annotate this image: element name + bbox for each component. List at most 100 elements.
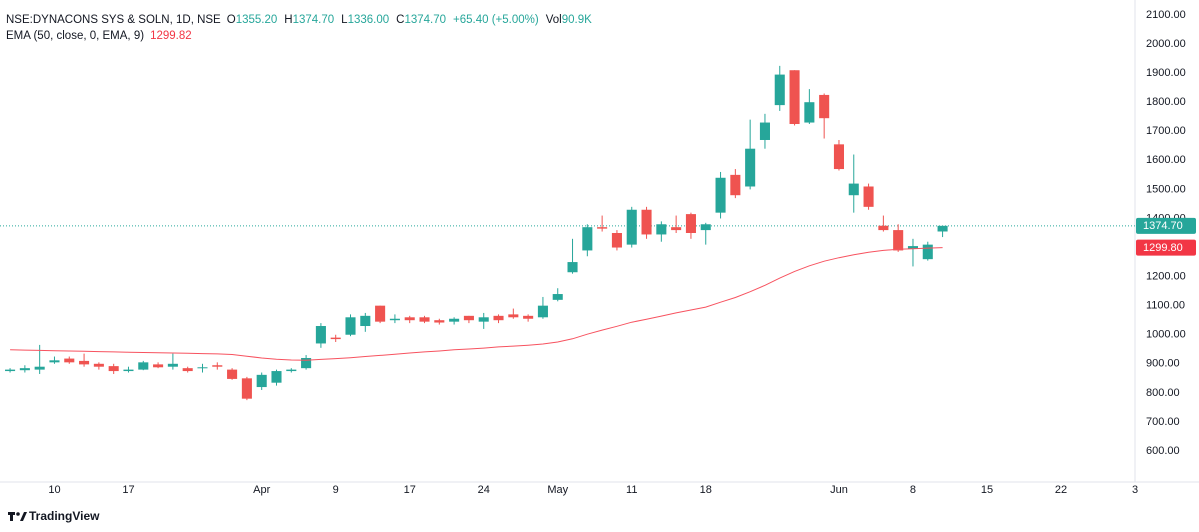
candle-body	[138, 362, 149, 370]
ohlc-value: 1336.00	[347, 14, 390, 26]
candle-body	[182, 368, 193, 372]
candle-body	[360, 315, 371, 327]
candle-body	[804, 102, 815, 123]
candle-body	[301, 357, 312, 369]
y-tick-label: 1800.00	[1146, 96, 1186, 108]
ohlc-label: O	[226, 14, 236, 26]
candle-body	[774, 74, 785, 106]
candle-body	[123, 369, 134, 372]
candle-body	[449, 318, 460, 322]
symbol: NSE:DYNACONS SYS & SOLN, 1D, NSE	[6, 14, 221, 26]
x-tick-label: Apr	[253, 484, 270, 496]
candle-body	[227, 369, 238, 379]
candle-body	[19, 368, 30, 371]
legend-row: NSE:DYNACONS SYS & SOLN, 1D, NSE O1355.20…	[6, 12, 599, 28]
candle-body	[286, 369, 297, 372]
x-tick-label: 10	[48, 484, 60, 496]
candle-body	[434, 320, 445, 323]
candle-body	[685, 214, 696, 233]
y-tick-label: 1600.00	[1146, 154, 1186, 166]
candle-body	[5, 369, 16, 372]
candle-body	[375, 305, 386, 322]
candle-body	[626, 209, 637, 245]
candle-body	[345, 317, 356, 335]
x-tick-label: 17	[404, 484, 416, 496]
ohlc-label: C	[396, 14, 405, 26]
candle-body	[611, 233, 622, 248]
candle-body	[478, 317, 489, 322]
y-tick-label: 1000.00	[1146, 329, 1186, 341]
candle-body	[671, 227, 682, 231]
x-tick-label: May	[547, 484, 568, 496]
candle-body	[197, 367, 208, 369]
y-tick-label: 700.00	[1146, 416, 1180, 428]
y-tick-label: 900.00	[1146, 358, 1180, 370]
brand-logo	[8, 512, 27, 521]
candle-body	[108, 366, 119, 372]
candle-body	[893, 230, 904, 251]
y-tick-label: 1200.00	[1146, 271, 1186, 283]
candle-body	[93, 363, 104, 367]
candle-body	[922, 244, 933, 260]
candle-body	[745, 148, 756, 187]
ohlc-label: L	[341, 14, 348, 26]
candle-body	[656, 224, 667, 235]
candle-body	[567, 262, 578, 273]
legend-row: EMA (50, close, 0, EMA, 9) 1299.82	[6, 28, 599, 44]
legend: NSE:DYNACONS SYS & SOLN, 1D, NSE O1355.20…	[6, 12, 599, 44]
candle-body	[419, 317, 430, 322]
candle-body	[49, 360, 60, 363]
candle-body	[315, 326, 326, 344]
candle-body	[79, 360, 90, 365]
candle-body	[493, 315, 504, 321]
price-label: 1299.80	[1143, 242, 1183, 254]
x-tick-label: Jun	[830, 484, 848, 496]
ohlc-value: 1355.20	[235, 14, 278, 26]
x-tick-label: 17	[122, 484, 134, 496]
brand-name: TradingView	[29, 509, 100, 523]
ohlc-value: 1374.70	[404, 14, 447, 26]
candle-body	[552, 294, 563, 300]
candle-body	[64, 358, 75, 363]
candle-body	[271, 371, 282, 383]
candle-body	[537, 305, 548, 318]
candle-body	[878, 225, 889, 231]
y-tick-label: 1700.00	[1146, 125, 1186, 137]
candle-body	[833, 144, 844, 170]
candle-body	[907, 246, 919, 249]
price-label: 1374.70	[1143, 220, 1183, 232]
volume: 90.9K	[561, 14, 592, 26]
x-tick-label: 22	[1055, 484, 1067, 496]
candle-body	[256, 374, 267, 388]
candle-body	[523, 315, 534, 319]
candle-body	[212, 365, 223, 367]
price-label-box	[1136, 239, 1196, 256]
price-label-box	[1136, 217, 1196, 234]
y-tick-label: 800.00	[1146, 387, 1180, 399]
candle-body	[937, 225, 948, 232]
x-tick-label: 9	[333, 484, 339, 496]
candle-body	[863, 186, 874, 207]
y-tick-label: 600.00	[1146, 445, 1180, 457]
ema-name: EMA (50, close, 0, EMA, 9)	[6, 30, 145, 42]
x-tick-label: 8	[910, 484, 916, 496]
candle-body	[508, 314, 519, 318]
volume-label: Vol	[545, 14, 562, 26]
candle-body	[700, 224, 711, 231]
ohlc-value: 1374.70	[292, 14, 335, 26]
y-tick-label: 2000.00	[1146, 38, 1186, 50]
y-tick-label: 2100.00	[1146, 9, 1186, 21]
x-tick-label: 24	[478, 484, 490, 496]
candle-body	[153, 364, 164, 368]
ema-value: 1299.82	[150, 30, 192, 42]
x-tick-label: 15	[981, 484, 993, 496]
candle-body	[167, 363, 178, 367]
candle-body	[34, 366, 45, 370]
x-tick-label: 11	[626, 484, 637, 496]
candle-body	[330, 337, 341, 340]
candle-body	[789, 70, 800, 124]
candle-body	[597, 227, 608, 229]
candle-body	[819, 94, 830, 119]
